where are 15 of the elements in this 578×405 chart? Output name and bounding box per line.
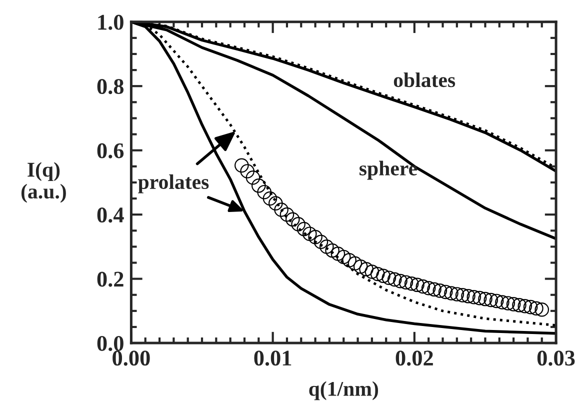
y-tick-label: 0.6 [97, 143, 124, 158]
annotation: oblates [394, 72, 456, 88]
x-tick-label: 0.02 [396, 350, 433, 366]
x-axis-title: q(1/nm) [309, 381, 378, 400]
y-axis-title: I(q) (a.u.) [21, 162, 66, 203]
annotation: prolates [138, 174, 209, 194]
x-tick-label: 0.03 [537, 350, 575, 366]
y-tick-label: 0.4 [97, 208, 124, 223]
x-tick-label: 0.01 [254, 350, 292, 366]
y-tick-label: 0.8 [97, 79, 124, 94]
y-tick-label: 0.0 [97, 336, 124, 352]
y-tick-label: 0.2 [97, 272, 124, 287]
x-tick-label: 0.00 [112, 350, 150, 366]
annotation: sphere [360, 160, 418, 180]
y-tick-label: 1.0 [98, 14, 124, 30]
